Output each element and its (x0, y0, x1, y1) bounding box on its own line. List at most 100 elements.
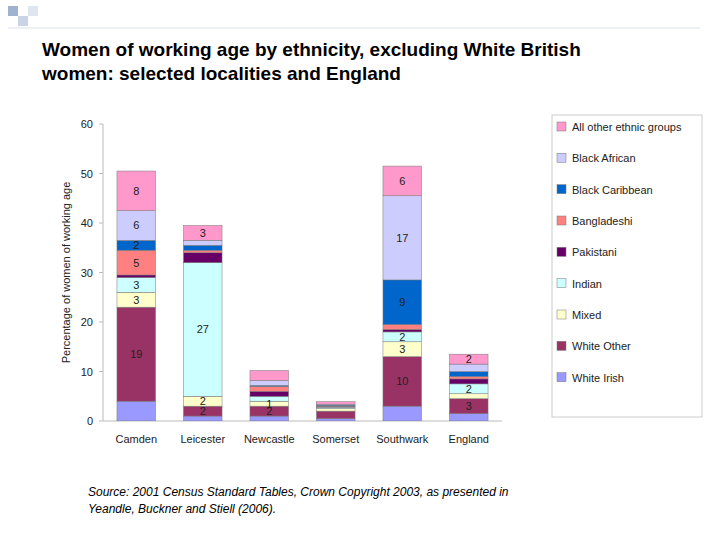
bar-segment (383, 280, 422, 325)
bar-segment (383, 342, 422, 357)
y-tick (99, 371, 103, 372)
bar-segment (449, 414, 488, 421)
data-label: 5 (133, 257, 139, 269)
bar-segment (117, 275, 156, 277)
bar-segment (449, 364, 488, 371)
y-tick-label: 50 (81, 168, 93, 180)
y-tick-label: 20 (81, 316, 93, 328)
legend-swatch (557, 122, 566, 131)
data-label: 2 (133, 239, 139, 251)
bar-segment (449, 399, 488, 414)
y-tick (99, 272, 103, 273)
annotation-line: Source: 2001 Census Standard Tables, Cro… (88, 485, 509, 499)
data-label: 3 (399, 343, 405, 355)
bar-segment (117, 171, 156, 211)
data-label: 3 (133, 279, 139, 291)
legend-label: All other ethnic groups (572, 121, 682, 133)
bar-segment (316, 409, 355, 411)
data-label: 6 (399, 175, 405, 187)
legend-box (552, 115, 702, 417)
x-tick-label: Southwark (376, 433, 428, 445)
bar-segment (383, 166, 422, 196)
bar-segment (250, 380, 289, 385)
bar-segment (250, 391, 289, 396)
data-label: 27 (197, 323, 209, 335)
bar-segment (117, 307, 156, 401)
chart: Women of working age by ethnicity, exclu… (0, 0, 720, 540)
data-label: 8 (133, 185, 139, 197)
y-tick (99, 223, 103, 224)
bar-segment (250, 386, 289, 391)
bar-segment (316, 402, 355, 404)
bar-segment (183, 250, 222, 252)
data-label: 3 (133, 294, 139, 306)
legend-swatch (557, 279, 566, 288)
annotation: Source: 2001 Census Standard Tables, Cro… (88, 485, 509, 516)
bar-segment (183, 225, 222, 240)
bar-segment (183, 240, 222, 245)
legend-label: Black Caribbean (572, 184, 653, 196)
data-label: 19 (130, 348, 142, 360)
decoration (18, 16, 28, 26)
y-tick (99, 124, 103, 125)
bar-segment (117, 401, 156, 421)
bar-segment (183, 253, 222, 263)
legend: All other ethnic groups Black African Blac… (552, 115, 702, 417)
bar-segment (449, 372, 488, 377)
data-labels: 19335268222732110329176322 (130, 175, 472, 417)
bar-segment (383, 196, 422, 280)
title-line: women: selected localities and England (41, 63, 401, 84)
y-tick-label: 0 (87, 415, 93, 427)
x-tick-label: Leicester (180, 433, 225, 445)
bar-segment (117, 211, 156, 241)
legend-swatch (557, 341, 566, 350)
data-label: 3 (466, 400, 472, 412)
bar-segment (383, 357, 422, 407)
legend-swatch (557, 373, 566, 382)
data-label: 2 (399, 331, 405, 343)
bar-segment (316, 405, 355, 407)
data-label: 9 (399, 296, 405, 308)
decoration (8, 6, 18, 16)
bar-segment (383, 324, 422, 329)
annotation-line: Yeandle, Buckner and Stiell (2006). (88, 502, 276, 516)
bar-segment (316, 419, 355, 421)
x-tick-label: England (449, 433, 489, 445)
bar-segment (117, 277, 156, 292)
bar-segment (449, 376, 488, 378)
legend-swatch (557, 185, 566, 194)
title-line: Women of working age by ethnicity, exclu… (42, 39, 581, 60)
x-axis (103, 421, 502, 422)
bars (117, 166, 488, 421)
y-tick-label: 40 (81, 217, 93, 229)
bar-segment (316, 406, 355, 407)
y-axis-label: Percentage of women of working age (60, 182, 72, 364)
bar-segment (316, 406, 355, 407)
legend-label: Black African (572, 152, 636, 164)
decoration (28, 6, 38, 16)
y-tick (99, 421, 103, 422)
legend-swatch (557, 310, 566, 319)
title: Women of working age by ethnicity, exclu… (41, 39, 581, 84)
legend-label: Pakistani (572, 246, 617, 258)
data-label: 1 (266, 398, 272, 410)
x-tick-label: Newcastle (244, 433, 295, 445)
data-label: 2 (200, 395, 206, 407)
bar-segment (316, 411, 355, 418)
legend-label: White Other (572, 340, 631, 352)
data-label: 10 (396, 375, 408, 387)
legend-label: Mixed (572, 309, 601, 321)
data-label: 2 (466, 353, 472, 365)
bar-segment (117, 250, 156, 275)
legend-label: Bangladeshi (572, 215, 633, 227)
bar-segment (117, 292, 156, 307)
y-tick (99, 322, 103, 323)
legend-swatch (557, 247, 566, 256)
data-label: 6 (133, 219, 139, 231)
x-tick-label: Somerset (312, 433, 359, 445)
y-tick-label: 60 (81, 118, 93, 130)
bar-segment (383, 406, 422, 421)
legend-label: White Irish (572, 372, 624, 384)
y-tick (99, 173, 103, 174)
data-label: 2 (466, 383, 472, 395)
